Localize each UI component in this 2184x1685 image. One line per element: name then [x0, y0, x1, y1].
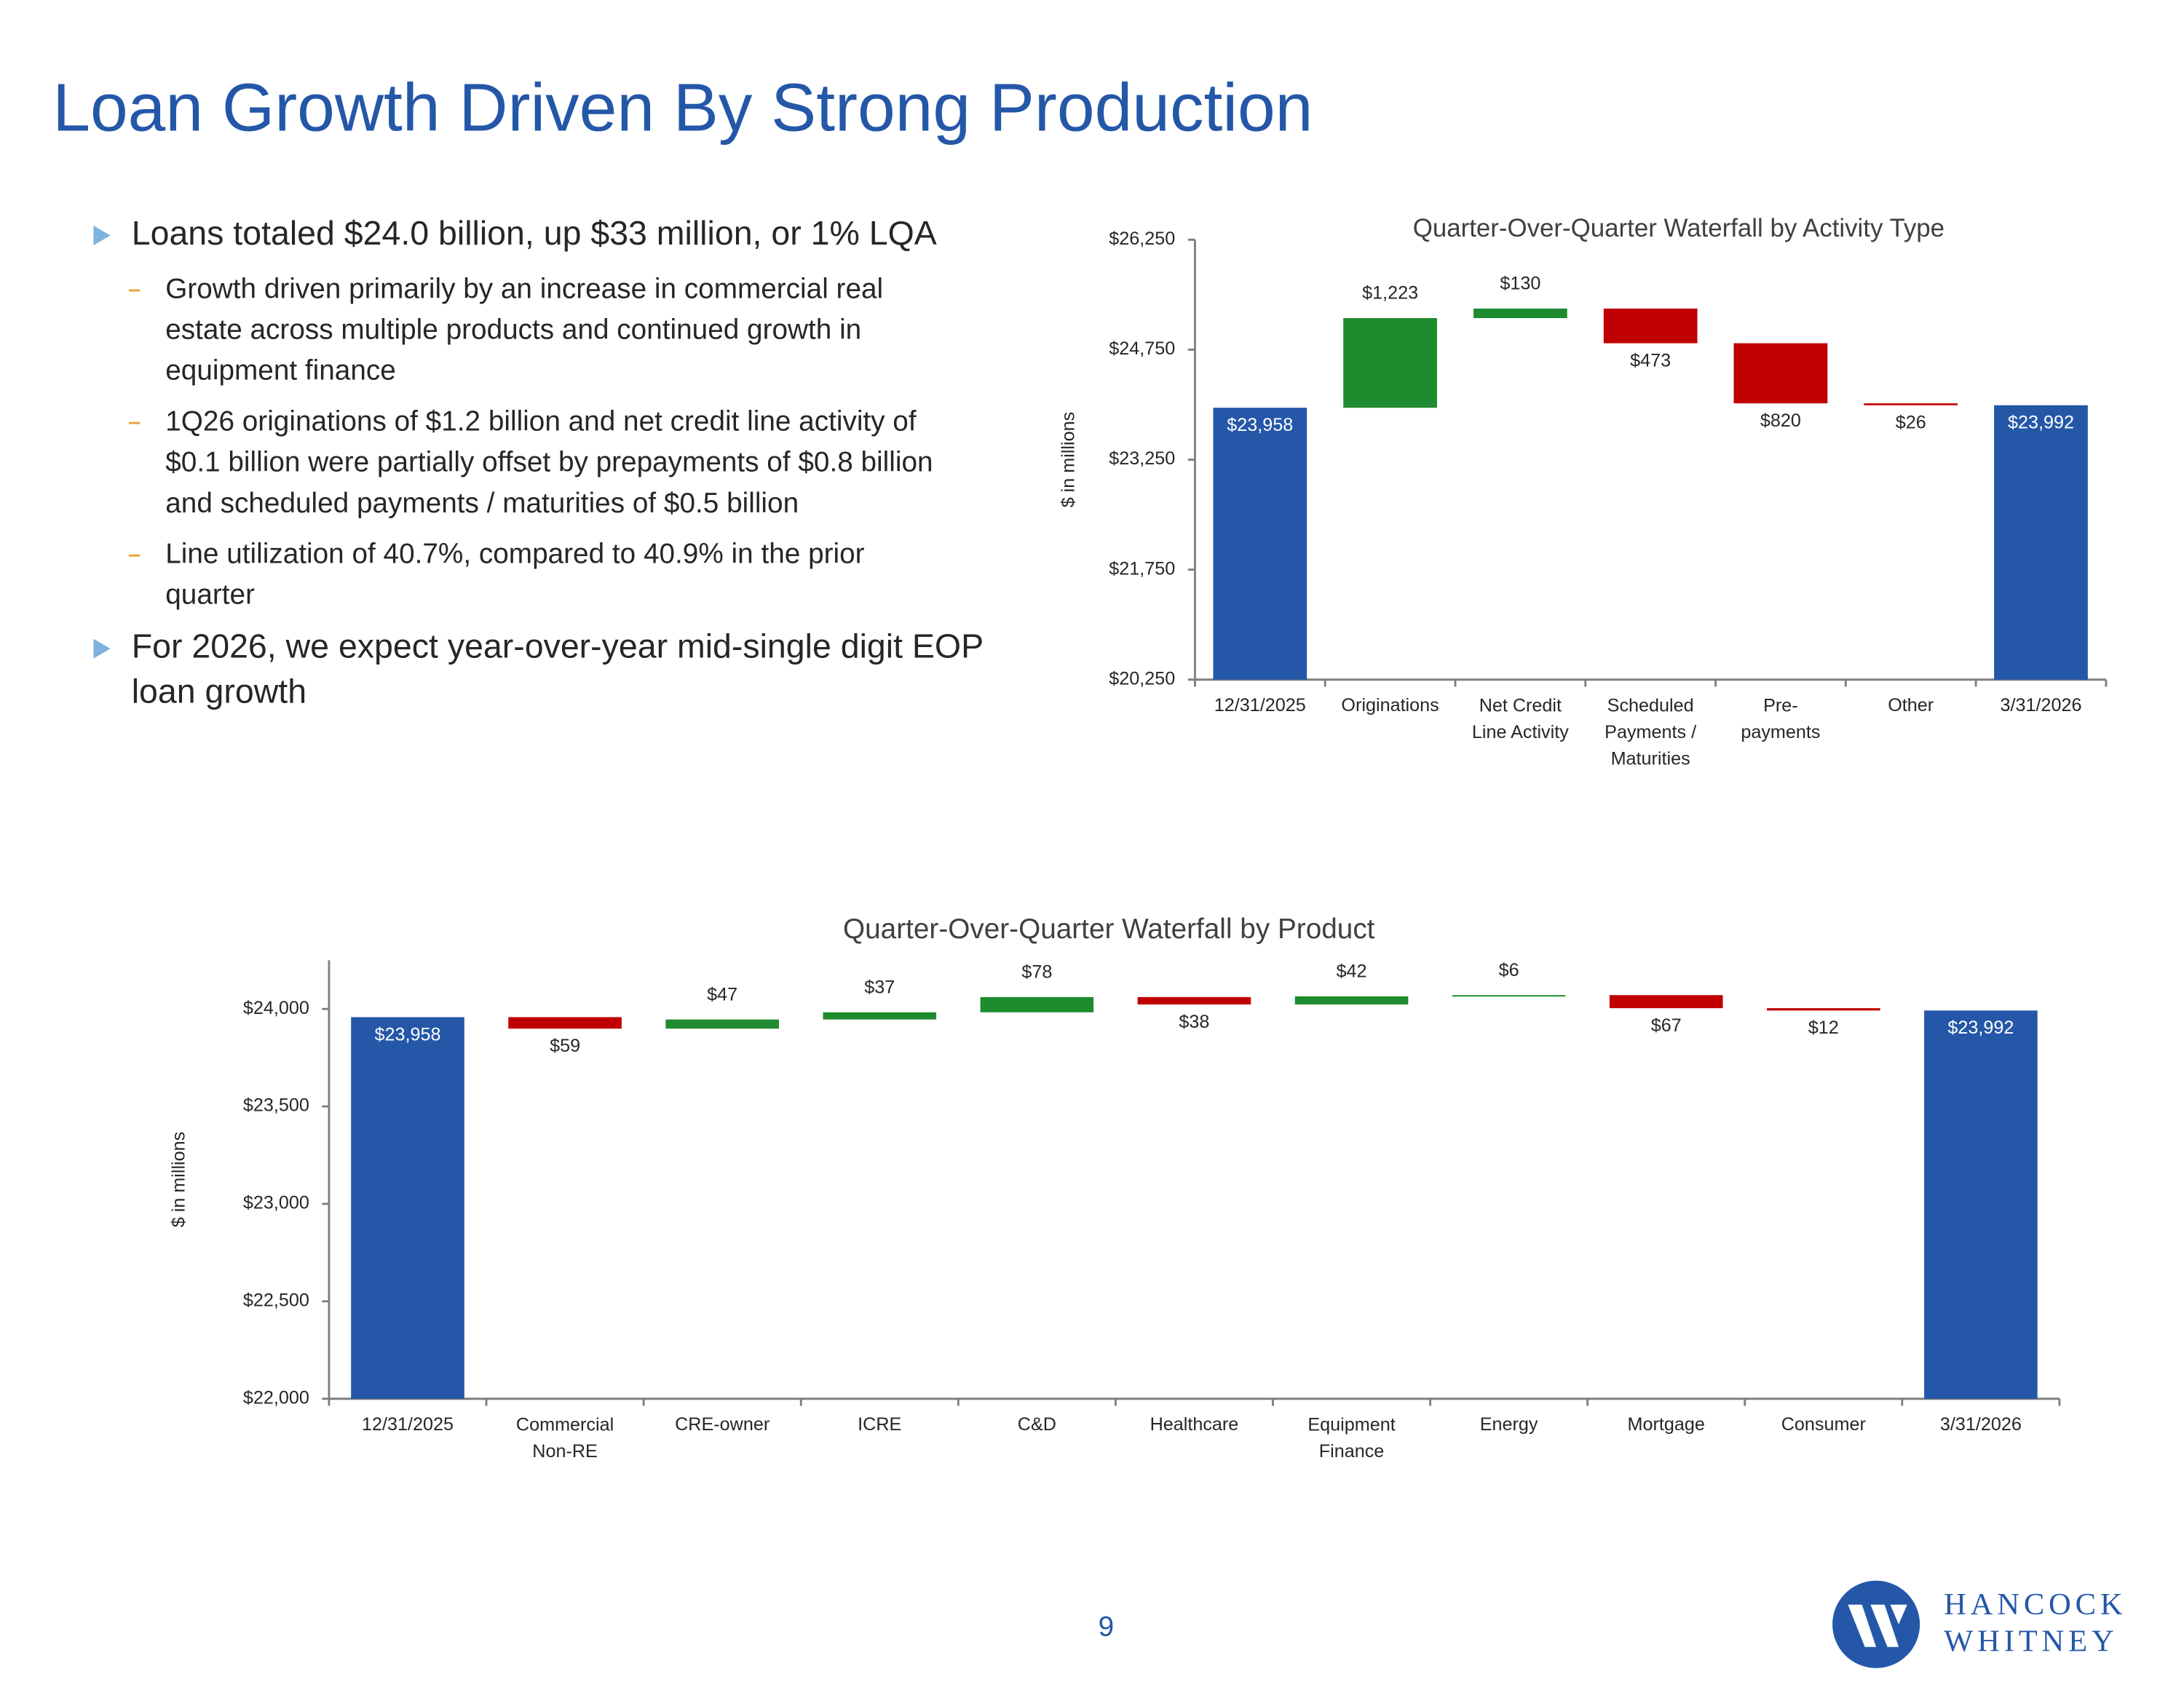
value-label: $42 [1337, 962, 1367, 982]
logo: HANCOCK WHITNEY [1832, 1580, 2126, 1668]
x-tick-label: Consumer [1781, 1414, 1866, 1435]
x-tick-label: ICRE [858, 1414, 901, 1435]
x-tick-label: Healthcare [1150, 1414, 1239, 1435]
value-label: $820 [1760, 411, 1801, 431]
bullet-marker [93, 225, 111, 246]
y-tick-label: $23,500 [243, 1095, 309, 1116]
x-tick-label: Mortgage [1628, 1414, 1705, 1435]
logo-shape [1848, 1604, 1877, 1647]
bar [508, 1017, 622, 1029]
chart-title: Quarter-Over-Quarter Waterfall by Activi… [1413, 214, 1944, 242]
value-label: $23,992 [2008, 413, 2074, 433]
x-tick-label: Net Credit Line Activity [1472, 695, 1569, 742]
bullet-text: For 2026, we expect year-over-year mid-s… [132, 627, 984, 665]
x-tick-label: CRE-owner [675, 1414, 769, 1435]
logo-text: WHITNEY [1944, 1625, 2118, 1659]
value-label: $1,223 [1362, 283, 1418, 304]
x-tick-label: Equipment Finance [1307, 1414, 1395, 1462]
bar [1767, 1008, 1880, 1011]
x-tick-label: 12/31/2025 [362, 1414, 454, 1435]
bar [1294, 996, 1409, 1005]
x-tick-label: Energy [1480, 1414, 1538, 1435]
value-label: $473 [1630, 350, 1671, 370]
bar [1473, 308, 1567, 319]
y-tick-label: $22,500 [243, 1290, 309, 1311]
x-tick-label: 3/31/2026 [2000, 695, 2081, 715]
sub-bullet-text: estate across multiple products and cont… [165, 314, 861, 345]
y-tick-label: $26,250 [1109, 229, 1175, 249]
bar [351, 1017, 464, 1399]
value-label: $23,958 [1227, 415, 1293, 435]
bar [1603, 308, 1698, 344]
bar [665, 1019, 779, 1029]
value-label: $37 [864, 977, 895, 997]
sub-bullet-text: and scheduled payments / maturities of $… [165, 488, 799, 519]
x-tick-label: C&D [1018, 1414, 1056, 1435]
x-tick-label: Other [1888, 695, 1934, 715]
bar [1609, 995, 1723, 1009]
value-label: $59 [550, 1036, 580, 1056]
bullet-text: loan growth [132, 672, 306, 710]
sub-bullet-text: quarter [165, 579, 255, 611]
value-label: $67 [1651, 1015, 1682, 1036]
bar [1924, 1010, 2038, 1399]
x-tick-label: 3/31/2026 [1940, 1414, 2022, 1435]
value-label: $38 [1179, 1012, 1209, 1032]
bullet-marker [93, 638, 111, 659]
logo-mark [1832, 1580, 1920, 1668]
page-number: 9 [1099, 1611, 1115, 1643]
value-label: $78 [1021, 962, 1052, 983]
y-tick-label: $22,000 [243, 1387, 309, 1408]
value-label: $23,958 [374, 1024, 440, 1044]
chart-title: Quarter-Over-Quarter Waterfall by Produc… [843, 913, 1375, 945]
y-tick-label: $24,750 [1109, 338, 1175, 359]
bullet-text: Loans totaled $24.0 billion, up $33 mill… [132, 214, 937, 252]
y-axis-label: $ in millions [168, 1132, 189, 1228]
y-tick-label: $23,000 [243, 1193, 309, 1213]
chart: Quarter-Over-Quarter Waterfall by Produc… [168, 913, 2061, 1462]
x-tick-label: Commercial Non-RE [516, 1414, 614, 1462]
value-label: $47 [707, 984, 737, 1004]
sub-bullet-text: Line utilization of 40.7%, compared to 4… [165, 539, 864, 570]
y-axis-label: $ in millions [1059, 412, 1079, 508]
bar [1137, 996, 1251, 1005]
sub-bullet-text: 1Q26 originations of $1.2 billion and ne… [165, 405, 917, 437]
chart: Quarter-Over-Quarter Waterfall by Activi… [1059, 214, 2108, 769]
y-tick-label: $23,250 [1109, 448, 1175, 469]
logo-shape [1890, 1604, 1907, 1625]
value-label: $6 [1499, 960, 1519, 980]
slide-title: Loan Growth Driven By Strong Production [52, 70, 1313, 146]
bar [1343, 318, 1437, 408]
sub-bullet-text: Growth driven primarily by an increase i… [165, 273, 883, 304]
x-tick-label: Scheduled Payments / Maturities [1605, 695, 1696, 769]
bar [1452, 995, 1566, 997]
y-tick-label: $24,000 [243, 998, 309, 1018]
x-tick-label: Pre-payments [1741, 695, 1820, 742]
bar [980, 996, 1094, 1012]
sub-bullet-text: $0.1 billion were partially offset by pr… [165, 447, 933, 478]
value-label: $26 [1896, 413, 1926, 433]
value-label: $12 [1808, 1018, 1839, 1038]
logo-shape [1870, 1604, 1899, 1647]
bar [823, 1012, 937, 1020]
value-label: $130 [1500, 274, 1540, 294]
bar [1864, 403, 1958, 405]
logo-text: HANCOCK [1944, 1587, 2126, 1622]
x-tick-label: 12/31/2025 [1214, 695, 1306, 715]
bar [1994, 405, 2088, 680]
bar [1213, 408, 1307, 680]
y-tick-label: $20,250 [1109, 668, 1175, 689]
value-label: $23,992 [1947, 1018, 2014, 1038]
x-tick-label: Originations [1341, 695, 1439, 715]
sub-bullet-text: equipment finance [165, 355, 396, 386]
y-tick-label: $21,750 [1109, 558, 1175, 579]
bar [1733, 343, 1828, 404]
